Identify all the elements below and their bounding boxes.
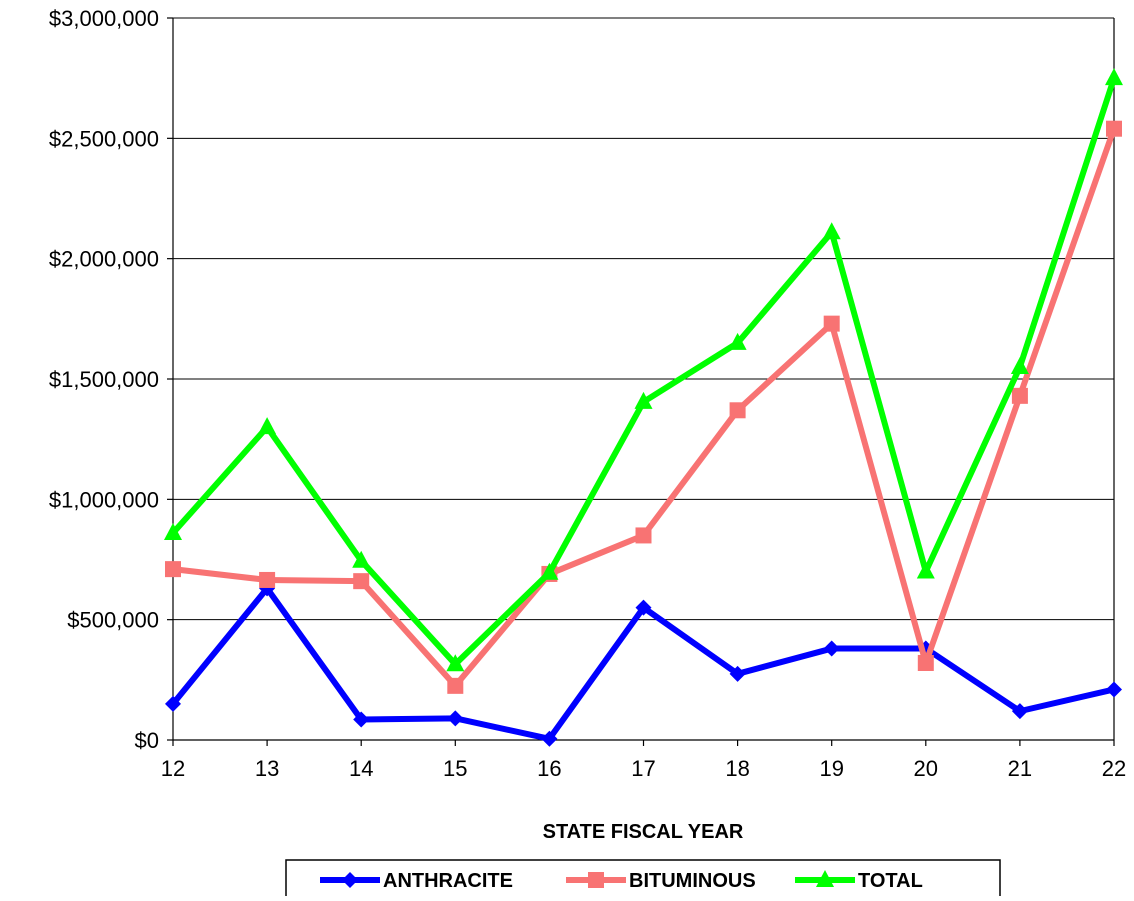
total-point: [916, 561, 935, 579]
y-tick-label: $1,000,000: [49, 487, 159, 512]
x-tick-label: 21: [1008, 756, 1032, 781]
anthracite-point: [353, 711, 370, 728]
x-tick-label: 19: [819, 756, 843, 781]
total-point: [634, 391, 653, 409]
anthracite-point: [635, 599, 652, 616]
bituminous-point: [729, 402, 746, 419]
y-tick-label: $0: [135, 728, 159, 753]
axes: [167, 17, 1115, 746]
anthracite-point: [1011, 703, 1028, 720]
bituminous-point: [1106, 120, 1122, 137]
legend-label: BITUMINOUS: [629, 870, 756, 892]
series-lines: [164, 68, 1123, 747]
legend-item-bituminous: BITUMINOUS: [566, 870, 756, 892]
bituminous-point: [823, 315, 840, 332]
total-point: [258, 417, 277, 435]
x-tick-labels: 12 13 14 15 16 17 18 19 20 21 22: [161, 756, 1126, 781]
bituminous-point: [259, 571, 276, 588]
x-tick-label: 14: [349, 756, 373, 781]
total-point: [822, 222, 841, 240]
x-tick-label: 22: [1102, 756, 1126, 781]
x-tick-label: 18: [725, 756, 749, 781]
x-tick-label: 13: [255, 756, 279, 781]
total-point: [352, 550, 371, 568]
total-point: [164, 523, 182, 541]
anthracite-series: [165, 580, 1122, 747]
legend-marker: [588, 872, 604, 888]
bituminous-point: [917, 654, 934, 671]
anthracite-point: [1106, 681, 1122, 698]
y-tick-label: $2,000,000: [49, 247, 159, 272]
anthracite-point: [729, 665, 746, 682]
bituminous-point: [165, 561, 181, 578]
x-axis-title: STATE FISCAL YEAR: [543, 821, 744, 843]
legend-label: TOTAL: [858, 870, 923, 892]
x-tick-label: 12: [161, 756, 185, 781]
legend: ANTHRACITE BITUMINOUS TOTAL: [285, 859, 1001, 899]
total-series: [164, 68, 1123, 672]
legend-label: ANTHRACITE: [383, 870, 513, 892]
y-tick-label: $1,500,000: [49, 367, 159, 392]
y-tick-label: $3,000,000: [49, 6, 159, 31]
bituminous-point: [353, 573, 370, 590]
legend-item-anthracite: ANTHRACITE: [320, 870, 513, 892]
legend-marker: [342, 872, 358, 888]
total-point: [446, 654, 465, 672]
y-tick-label: $500,000: [67, 608, 159, 633]
gridlines: [173, 17, 1114, 621]
anthracite-point: [447, 710, 464, 727]
legend-item-total: TOTAL: [795, 870, 923, 892]
x-tick-label: 17: [631, 756, 655, 781]
legend-marker: [816, 870, 834, 887]
anthracite-point: [541, 730, 558, 747]
bituminous-point: [1011, 387, 1028, 404]
y-tick-label: $2,500,000: [49, 126, 159, 151]
y-tick-labels: $0 $500,000 $1,000,000 $1,500,000 $2,000,000…: [49, 6, 159, 753]
anthracite-point: [823, 640, 840, 657]
total-line: [170, 75, 1117, 668]
total-point: [540, 562, 559, 580]
total-point: [1010, 356, 1029, 374]
x-tick-label: 16: [537, 756, 561, 781]
x-tick-label: 20: [914, 756, 938, 781]
x-tick-label: 15: [443, 756, 467, 781]
anthracite-point: [165, 695, 181, 712]
bituminous-point: [635, 527, 652, 544]
total-point: [1105, 68, 1123, 86]
total-point: [728, 332, 747, 350]
bituminous-point: [447, 677, 464, 694]
